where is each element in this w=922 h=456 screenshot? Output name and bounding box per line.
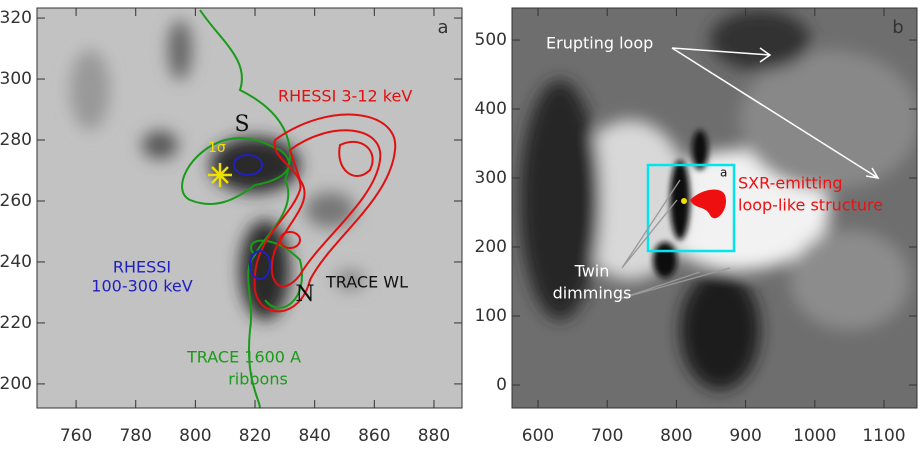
- y-tick-label: 0: [496, 375, 507, 395]
- figure: a S 1σ RHESSI 3-12 keV RHESSI 100-300 ke…: [0, 0, 922, 452]
- y-tick-label: 200: [0, 374, 32, 394]
- y-tick-label: 100: [475, 306, 507, 326]
- x-tick-label: 900: [729, 426, 761, 446]
- x-tick-label: 820: [239, 426, 271, 446]
- annotation: TRACE 1600 A: [186, 348, 301, 367]
- annotation: Twin: [574, 262, 610, 281]
- annotation: 1σ: [208, 140, 226, 156]
- y-tick-label: 300: [475, 168, 507, 188]
- annotation: RHESSI: [113, 258, 171, 277]
- annotation: SXR-emitting: [738, 174, 843, 193]
- annotation: loop-like structure: [738, 196, 883, 215]
- y-tick-label: 260: [0, 191, 32, 211]
- y-tick-label: 280: [0, 130, 32, 150]
- annotation: RHESSI 3-12 keV: [278, 87, 412, 106]
- y-tick-label: 240: [0, 252, 32, 272]
- y-tick-label: 400: [475, 99, 507, 119]
- x-tick-label: 600: [522, 426, 554, 446]
- panel-label: b: [892, 17, 903, 38]
- y-tick-label: 500: [475, 30, 507, 50]
- annotation: N: [295, 282, 314, 307]
- x-tick-label: 700: [591, 426, 623, 446]
- x-tick-label: 800: [179, 426, 211, 446]
- annotation: a: [720, 166, 727, 180]
- annotation: ribbons: [228, 370, 288, 389]
- x-tick-label: 1000: [793, 426, 836, 446]
- annotation: Erupting loop: [546, 34, 653, 53]
- x-tick-label: 860: [358, 426, 390, 446]
- annotation: 100-300 keV: [91, 277, 192, 296]
- x-tick-label: 880: [418, 426, 450, 446]
- y-tick-label: 300: [0, 69, 32, 89]
- panel-label: a: [437, 17, 448, 38]
- x-tick-label: 760: [60, 426, 92, 446]
- x-tick-label: 780: [119, 426, 151, 446]
- annotation: TRACE WL: [325, 273, 408, 292]
- y-tick-label: 200: [475, 237, 507, 257]
- annotation: S: [234, 112, 249, 137]
- annotation: dimmings: [553, 284, 632, 303]
- y-tick-label: 320: [0, 8, 32, 28]
- x-tick-label: 840: [298, 426, 330, 446]
- y-tick-label: 220: [0, 313, 32, 333]
- x-tick-label: 1100: [862, 426, 905, 446]
- x-tick-label: 800: [660, 426, 692, 446]
